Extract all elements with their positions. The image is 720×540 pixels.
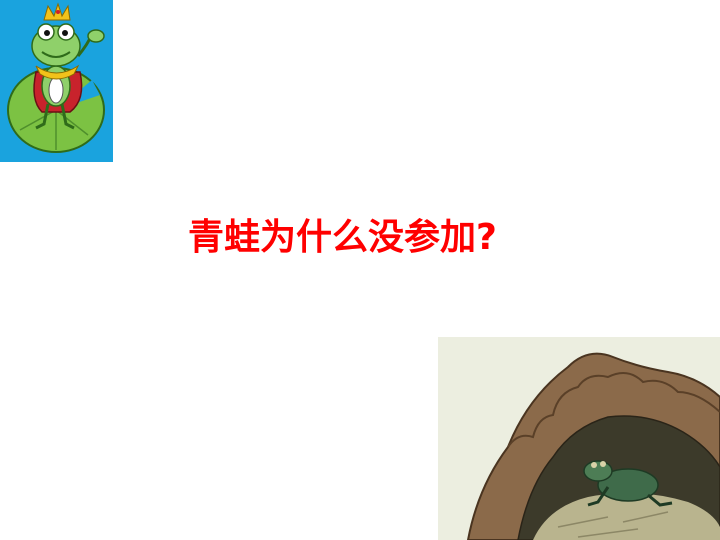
frog-in-well-image [438,337,720,540]
frog-on-lily-pad-image [0,0,113,162]
slide-title: 青蛙为什么没参加? [188,217,497,258]
frog-on-lily-pad-drawing [7,2,105,153]
frog-in-well-drawing [438,337,720,540]
